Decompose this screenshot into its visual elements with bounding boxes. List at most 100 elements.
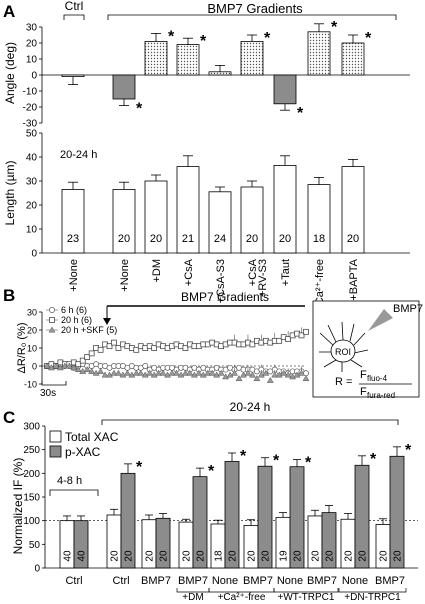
- length-annotation: 20-24 h: [60, 149, 97, 161]
- sample-size-label: 21: [182, 233, 194, 245]
- data-point: [226, 371, 234, 378]
- group-label-gradients: BMP7 Gradients: [207, 1, 303, 16]
- data-point: [181, 369, 189, 376]
- data-point: [111, 339, 117, 346]
- data-point: [244, 369, 252, 376]
- category-label: +CsA-S3: [215, 259, 227, 303]
- data-point: [271, 371, 279, 378]
- angle-ytick-label: 10: [26, 55, 38, 66]
- category-label: +BAPTA: [348, 258, 360, 300]
- time-label-late: 20-24 h: [230, 400, 271, 414]
- ratio-title: BMP7 Gradients: [181, 290, 269, 304]
- significance-star: *: [365, 30, 372, 47]
- data-point: [137, 369, 145, 376]
- data-point: [168, 369, 176, 376]
- length-ylabel: Length (µm): [3, 161, 17, 226]
- data-point: [164, 371, 172, 378]
- if-sublabel: +WT-TRPC1: [278, 592, 335, 603]
- ratio-ytick-label: 20: [27, 326, 37, 336]
- length-ytick-label: 0: [31, 249, 37, 260]
- if-category-label: None: [277, 575, 303, 587]
- data-point: [248, 371, 256, 378]
- length-ytick-label: 20: [26, 201, 38, 212]
- data-point: [83, 366, 91, 373]
- significance-star: *: [273, 453, 280, 470]
- if-ytick-label: 300: [23, 422, 40, 433]
- if-ytick-label: 150: [23, 493, 40, 504]
- data-point: [280, 369, 288, 376]
- data-point: [132, 369, 140, 376]
- sample-size-label: 24: [214, 233, 226, 245]
- bmp-label: BMP7: [393, 303, 423, 315]
- significance-star: *: [240, 448, 247, 465]
- ratio-ytick-label: 0: [32, 362, 37, 372]
- legend-label: Total XAC: [65, 430, 119, 444]
- significance-star: *: [208, 463, 215, 480]
- data-point: [285, 336, 291, 342]
- sample-size-label: 20: [393, 550, 404, 562]
- angle-ylabel: Angle (deg): [3, 42, 17, 104]
- data-point: [74, 366, 82, 373]
- data-point: [106, 343, 113, 350]
- legend-label: 20 h +SKF (5): [61, 325, 117, 335]
- data-point: [97, 346, 104, 353]
- data-point: [79, 367, 87, 374]
- sample-size-label: 20: [196, 550, 207, 562]
- if-sublabel: +DM: [182, 592, 203, 603]
- category-label: +Taut: [280, 259, 292, 286]
- data-point: [298, 369, 305, 376]
- angle-ytick-label: 30: [26, 23, 38, 34]
- data-point: [289, 373, 297, 380]
- data-point: [142, 363, 149, 369]
- pipette-icon: [368, 309, 393, 331]
- angle-ytick-label: 0: [31, 71, 37, 82]
- significance-star: *: [305, 455, 312, 472]
- data-point: [298, 332, 305, 339]
- data-point: [222, 373, 230, 380]
- sample-size-label: 20: [358, 550, 369, 562]
- angle-bar: [144, 41, 168, 76]
- formula-denominator-sub: fura-red: [367, 391, 395, 400]
- ratio-ytick-label: 30: [27, 308, 37, 318]
- data-point: [155, 369, 163, 376]
- data-point: [48, 326, 56, 333]
- data-point: [43, 362, 51, 369]
- if-category-label: None: [212, 575, 238, 587]
- data-point: [110, 369, 118, 376]
- data-point: [195, 369, 203, 376]
- length-ytick-label: 50: [26, 129, 38, 140]
- data-point: [266, 376, 274, 383]
- data-point: [240, 371, 247, 378]
- angle-bar: [208, 71, 232, 76]
- ratio-ytick-label: -10: [24, 380, 37, 390]
- significance-star: *: [136, 100, 143, 117]
- data-point: [253, 375, 261, 382]
- inset-diagram: ROI BMP7 R = F fluo-4 F fura-red: [312, 300, 423, 400]
- if-category-label: BMP7: [243, 575, 273, 587]
- data-point: [190, 371, 198, 378]
- if-sublabel: +DN-TRPC1: [344, 592, 401, 603]
- data-point: [231, 369, 238, 376]
- data-point: [302, 375, 310, 382]
- data-point: [49, 307, 55, 313]
- angle-bar: [307, 31, 331, 76]
- sample-size-label: 20: [124, 550, 135, 562]
- data-point: [133, 346, 140, 353]
- sample-size-label: 19: [279, 550, 290, 562]
- length-ytick-label: 10: [26, 225, 38, 236]
- data-point: [284, 371, 292, 378]
- data-point: [208, 369, 216, 376]
- length-ytick-label: 40: [26, 153, 38, 164]
- category-label: +None: [68, 259, 80, 292]
- sample-size-label: 20: [247, 550, 258, 562]
- panel-label-c: C: [3, 408, 15, 427]
- scale-bar: [41, 381, 67, 386]
- sublabel-bracket: [273, 588, 339, 593]
- ratio-chart: -10 0 10 20 30 6 h (6)20 h (6)20 h +SKF (5): [24, 305, 310, 390]
- data-point: [141, 371, 149, 378]
- data-point: [275, 371, 283, 378]
- legend-swatch: [49, 430, 62, 443]
- category-label: +None: [119, 259, 131, 292]
- data-point: [293, 371, 301, 378]
